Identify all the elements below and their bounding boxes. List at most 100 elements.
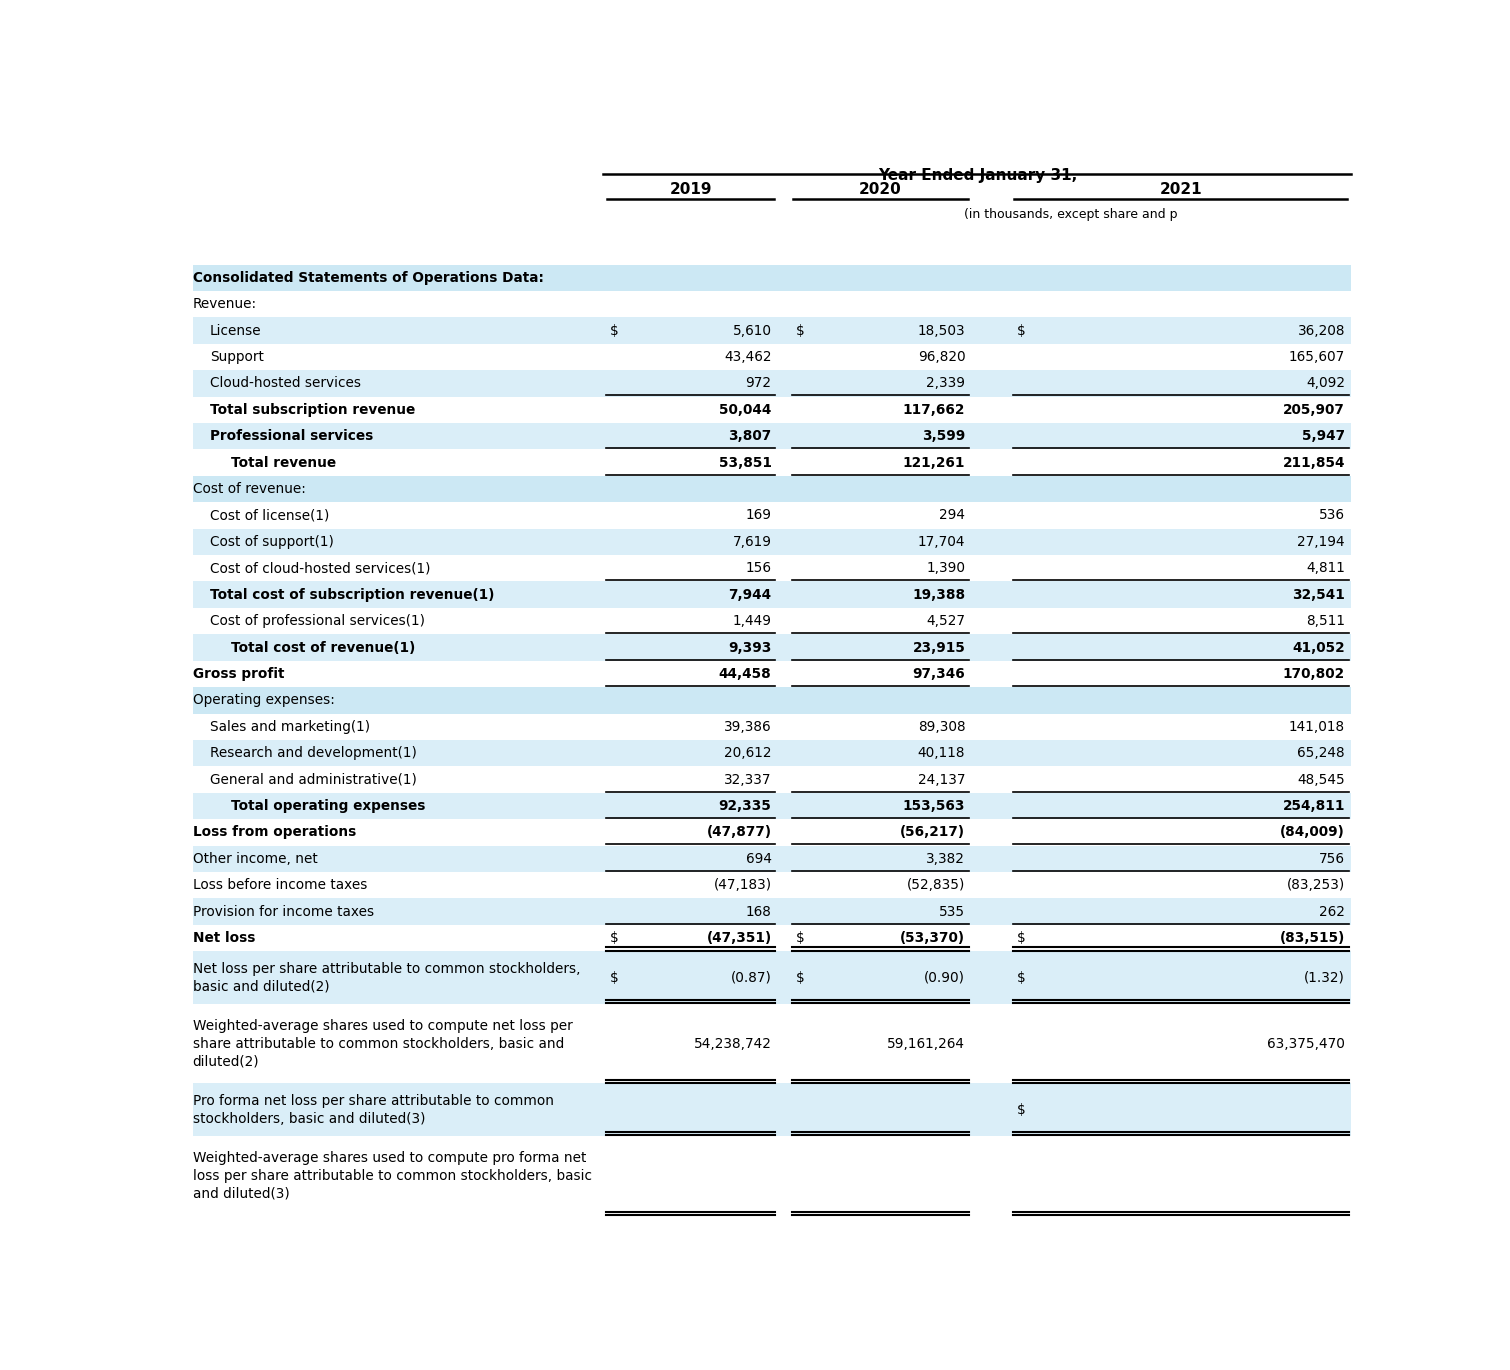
Text: 17,704: 17,704 <box>918 534 965 549</box>
Bar <box>193 581 1351 608</box>
Text: (84,009): (84,009) <box>1280 826 1345 840</box>
Text: $: $ <box>1016 323 1025 337</box>
Text: Consolidated Statements of Operations Data:: Consolidated Statements of Operations Da… <box>193 271 544 285</box>
Text: 43,462: 43,462 <box>725 349 772 364</box>
Text: 89,308: 89,308 <box>918 719 965 734</box>
Text: 54,238,742: 54,238,742 <box>693 1037 772 1051</box>
Text: (0.90): (0.90) <box>924 971 965 985</box>
Bar <box>193 608 1351 634</box>
Text: 3,382: 3,382 <box>927 852 965 866</box>
Text: 39,386: 39,386 <box>723 719 772 734</box>
Text: Loss from operations: Loss from operations <box>193 826 356 840</box>
Text: 205,907: 205,907 <box>1284 403 1345 416</box>
Text: Other income, net: Other income, net <box>193 852 317 866</box>
Text: 169: 169 <box>746 508 772 522</box>
Text: (52,835): (52,835) <box>908 878 965 892</box>
Text: 535: 535 <box>939 904 965 919</box>
Bar <box>193 873 1351 899</box>
Text: 756: 756 <box>1320 852 1345 866</box>
Text: 7,944: 7,944 <box>728 588 772 601</box>
Text: 96,820: 96,820 <box>918 349 965 364</box>
Text: 53,851: 53,851 <box>719 456 772 470</box>
Text: $: $ <box>610 932 618 945</box>
Text: Total operating expenses: Total operating expenses <box>231 799 426 812</box>
Text: Cost of cloud-hosted services(1): Cost of cloud-hosted services(1) <box>210 562 430 575</box>
Text: 92,335: 92,335 <box>719 799 772 812</box>
Text: Cost of license(1): Cost of license(1) <box>210 508 329 522</box>
Bar <box>193 1084 1351 1136</box>
Text: 44,458: 44,458 <box>719 667 772 681</box>
Text: 27,194: 27,194 <box>1297 534 1345 549</box>
Text: 19,388: 19,388 <box>912 588 965 601</box>
Bar <box>193 264 1351 290</box>
Bar <box>193 819 1351 845</box>
Text: 694: 694 <box>746 852 772 866</box>
Text: 170,802: 170,802 <box>1284 667 1345 681</box>
Text: 141,018: 141,018 <box>1290 719 1345 734</box>
Bar <box>193 396 1351 423</box>
Text: Sales and marketing(1): Sales and marketing(1) <box>210 719 370 734</box>
Bar <box>193 1136 1351 1215</box>
Text: (47,183): (47,183) <box>713 878 772 892</box>
Text: 4,527: 4,527 <box>926 614 965 627</box>
Bar <box>193 344 1351 370</box>
Text: $: $ <box>796 323 805 337</box>
Text: 24,137: 24,137 <box>918 773 965 786</box>
Text: 40,118: 40,118 <box>918 747 965 760</box>
Text: Total cost of subscription revenue(1): Total cost of subscription revenue(1) <box>210 588 494 601</box>
Text: 5,947: 5,947 <box>1302 429 1345 444</box>
Text: 9,393: 9,393 <box>728 641 772 655</box>
Bar <box>193 449 1351 475</box>
Text: (1.32): (1.32) <box>1305 971 1345 985</box>
Text: 4,811: 4,811 <box>1306 562 1345 575</box>
Text: Cost of support(1): Cost of support(1) <box>210 534 334 549</box>
Text: Research and development(1): Research and development(1) <box>210 747 417 760</box>
Text: (53,370): (53,370) <box>900 932 965 945</box>
Bar <box>193 634 1351 660</box>
Text: 2021: 2021 <box>1160 182 1202 196</box>
Text: 211,854: 211,854 <box>1282 456 1345 470</box>
Text: Cloud-hosted services: Cloud-hosted services <box>210 377 361 390</box>
Text: 65,248: 65,248 <box>1297 747 1345 760</box>
Text: Gross profit: Gross profit <box>193 667 284 681</box>
Text: (47,877): (47,877) <box>707 826 772 840</box>
Text: 2019: 2019 <box>669 182 711 196</box>
Text: Net loss: Net loss <box>193 932 255 945</box>
Text: Year Ended January 31,: Year Ended January 31, <box>877 169 1077 184</box>
Text: (in thousands, except share and p: (in thousands, except share and p <box>963 207 1178 221</box>
Text: 23,915: 23,915 <box>912 641 965 655</box>
Text: 4,092: 4,092 <box>1306 377 1345 390</box>
Bar <box>193 899 1351 925</box>
Bar <box>193 1004 1351 1084</box>
Text: 294: 294 <box>939 508 965 522</box>
Text: (56,217): (56,217) <box>900 826 965 840</box>
Text: 8,511: 8,511 <box>1306 614 1345 627</box>
Text: $: $ <box>610 323 618 337</box>
Text: 117,662: 117,662 <box>903 403 965 416</box>
Text: 63,375,470: 63,375,470 <box>1267 1037 1345 1051</box>
Text: General and administrative(1): General and administrative(1) <box>210 773 417 786</box>
Bar <box>193 793 1351 819</box>
Bar <box>193 660 1351 688</box>
Text: Support: Support <box>210 349 264 364</box>
Bar <box>193 475 1351 503</box>
Text: 165,607: 165,607 <box>1290 349 1345 364</box>
Text: 3,807: 3,807 <box>728 429 772 444</box>
Text: Cost of revenue:: Cost of revenue: <box>193 482 305 496</box>
Text: 59,161,264: 59,161,264 <box>888 1037 965 1051</box>
Text: $: $ <box>796 932 805 945</box>
Text: 2020: 2020 <box>859 182 901 196</box>
Text: Professional services: Professional services <box>210 429 373 444</box>
Bar <box>193 290 1351 318</box>
Text: $: $ <box>1016 932 1025 945</box>
Text: Cost of professional services(1): Cost of professional services(1) <box>210 614 424 627</box>
Text: Total revenue: Total revenue <box>231 456 337 470</box>
Text: Pro forma net loss per share attributable to common
stockholders, basic and dilu: Pro forma net loss per share attributabl… <box>193 1093 554 1126</box>
Text: 20,612: 20,612 <box>725 747 772 760</box>
Bar <box>193 503 1351 529</box>
Text: 254,811: 254,811 <box>1282 799 1345 812</box>
Text: (83,515): (83,515) <box>1280 932 1345 945</box>
Text: 536: 536 <box>1320 508 1345 522</box>
Text: 41,052: 41,052 <box>1293 641 1345 655</box>
Text: 5,610: 5,610 <box>732 323 772 337</box>
